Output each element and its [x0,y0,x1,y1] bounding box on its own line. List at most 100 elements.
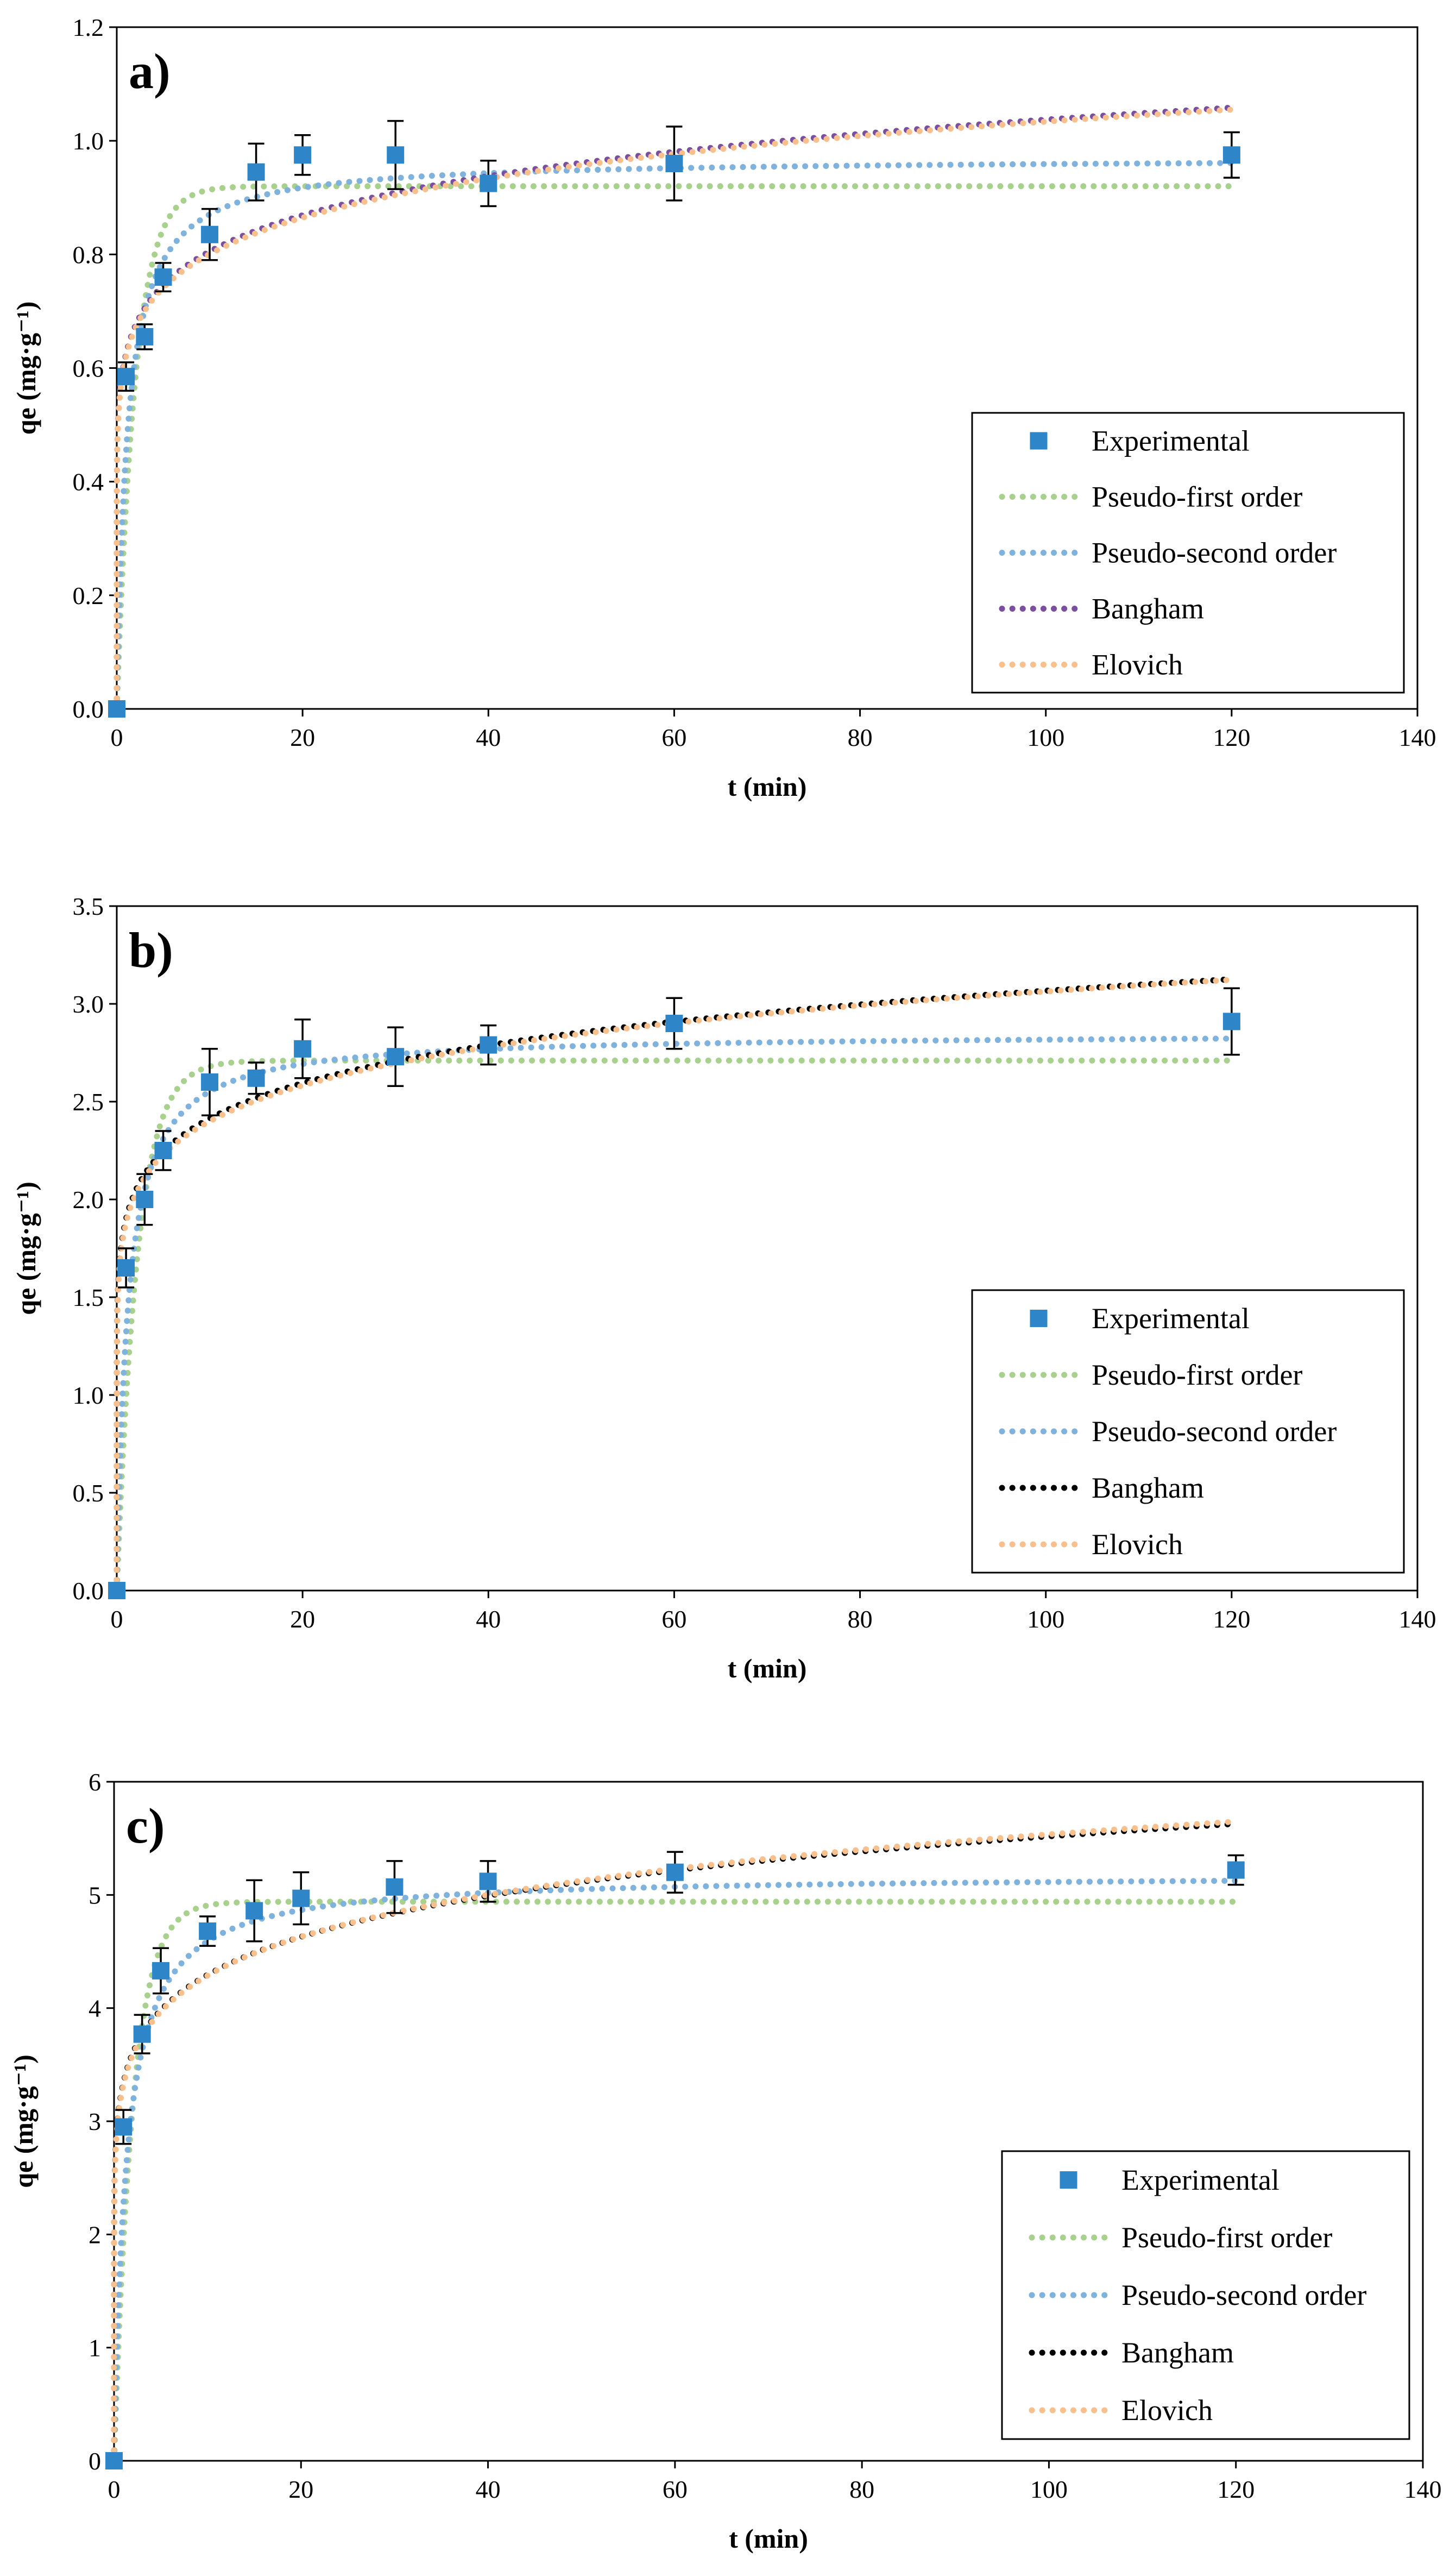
legend-label: Experimental [1092,425,1250,457]
y-tick-label: 3 [89,2108,101,2135]
y-axis-label: qe (mg·g⁻¹) [11,301,41,435]
y-tick-label: 3.0 [73,990,104,1018]
experimental-point [154,268,172,286]
y-tick-label: 0.2 [73,582,104,609]
experimental-point [136,1191,154,1208]
y-tick-label: 0.4 [73,468,104,496]
y-tick-label: 1.0 [73,1381,104,1409]
y-tick-label: 4 [89,1995,101,2022]
legend-marker-experimental [1030,1310,1048,1327]
y-tick-label: 1.5 [73,1284,104,1311]
x-tick-label: 60 [663,2475,688,2503]
experimental-point [247,1069,265,1087]
x-tick-label: 20 [290,1605,315,1633]
y-tick-label: 0.8 [73,241,104,268]
experimental-point [292,1889,310,1907]
experimental-point [1222,1013,1240,1030]
y-tick-label: 0.6 [73,355,104,382]
panel-label: b) [129,922,173,978]
experimental-point [666,1863,684,1881]
x-tick-label: 20 [288,2475,313,2503]
legend-label: Pseudo-first order [1092,1359,1302,1391]
experimental-point [108,1582,125,1599]
fit-curve-elovich [114,977,1235,1594]
y-tick-label: 0 [89,2447,101,2475]
panel-label: a) [129,43,171,99]
y-tick-label: 1.2 [73,14,104,41]
x-tick-label: 80 [848,724,873,751]
y-tick-label: 2.5 [73,1088,104,1116]
experimental-point [105,2452,123,2469]
experimental-point [152,1962,170,1979]
x-tick-label: 0 [111,724,123,751]
fit-curve-elovich [111,1818,1239,2464]
experimental-point [117,1259,135,1277]
x-axis-label: t (min) [729,2523,808,2554]
legend-label: Pseudo-second order [1121,2279,1366,2311]
y-tick-label: 6 [89,1768,101,1796]
x-tick-label: 0 [108,2475,121,2503]
x-tick-label: 40 [476,2475,501,2503]
legend-marker-experimental [1060,2171,1077,2189]
legend: Experimental Pseudo-first order Pseudo-sec… [971,1289,1405,1574]
y-tick-label: 5 [89,1881,101,1909]
experimental-point [387,1048,405,1066]
x-tick-label: 100 [1027,1605,1064,1633]
experimental-point [386,1878,404,1896]
x-tick-label: 60 [661,1605,686,1633]
legend-label: Experimental [1092,1302,1250,1335]
experimental-point [201,1073,219,1091]
x-tick-label: 20 [290,724,315,751]
y-tick-label: 1.0 [73,127,104,155]
x-tick-label: 120 [1213,1605,1250,1633]
legend: Experimental Pseudo-first order Pseudo-sec… [971,412,1405,694]
y-axis-label: qe (mg·g⁻¹) [11,1182,41,1315]
y-tick-label: 3.5 [73,893,104,920]
experimental-point [665,1015,683,1032]
x-tick-label: 40 [476,1605,501,1633]
legend-label: Bangham [1092,593,1204,625]
x-tick-label: 0 [111,1605,123,1633]
fit-curve-pseudo-first-order [114,1057,1235,1594]
experimental-point [665,155,683,172]
legend-label: Bangham [1121,2336,1234,2369]
legend-marker-experimental [1030,432,1048,450]
y-tick-label: 0.0 [73,1577,104,1605]
experimental-point [480,1036,497,1054]
experimental-point [247,163,265,181]
y-tick-label: 0.0 [73,695,104,723]
x-tick-label: 80 [848,1605,873,1633]
experimental-point [154,1142,172,1159]
experimental-point [133,2025,151,2043]
panel-label: c) [126,1798,165,1853]
panel-a: 0.0 0.2 0.4 0.6 0.8 1.0 1.2 0 20 40 60 80 100 120 140 t… [11,14,1436,802]
y-tick-label: 2 [89,2221,101,2248]
experimental-point [479,1872,497,1890]
legend-label: Elovich [1092,649,1183,681]
legend-label: Elovich [1121,2394,1213,2427]
legend-label: Pseudo-first order [1092,481,1302,513]
experimental-point [115,2118,133,2136]
legend-label: Pseudo-first order [1121,2221,1332,2254]
fit-curve-pseudo-second-order [114,160,1235,712]
x-tick-label: 100 [1030,2475,1068,2503]
experimental-point [199,1922,217,1940]
y-tick-label: 2.0 [73,1186,104,1214]
x-axis-label: t (min) [728,1653,807,1683]
fit-curve-pseudo-first-order [111,1899,1239,2464]
experimental-point [1222,146,1240,164]
legend-label: Pseudo-second order [1092,537,1337,569]
experimental-point [245,1902,263,1920]
experimental-point [480,174,497,192]
experimental-point [294,146,312,164]
legend-label: Pseudo-second order [1092,1415,1337,1448]
x-tick-label: 140 [1399,1605,1436,1633]
experimental-point [294,1040,312,1058]
x-tick-label: 120 [1217,2475,1255,2503]
experimental-point [108,700,125,718]
x-tick-label: 120 [1213,724,1250,751]
legend-label: Elovich [1092,1528,1183,1561]
x-tick-label: 140 [1404,2475,1442,2503]
